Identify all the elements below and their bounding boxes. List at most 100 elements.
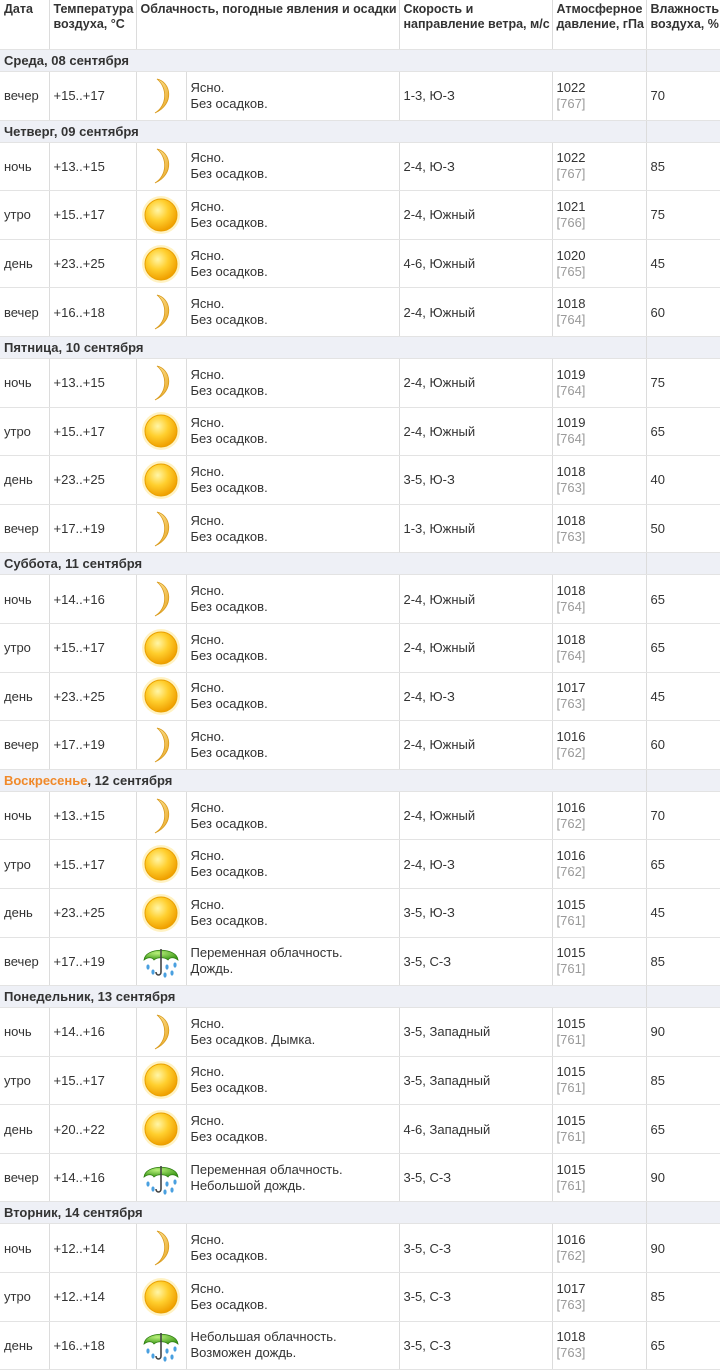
pressure-hpa: 1016 xyxy=(556,848,586,864)
pressure-mmhg: [763] xyxy=(556,1296,586,1312)
pressure-hpa: 1022 xyxy=(556,79,586,95)
time-of-day: день xyxy=(0,888,50,938)
wind: 2-4, Ю-З xyxy=(399,839,553,889)
forecast-row: утро +15..+17 Ясно. Без осадков. 2-4, Южный 1… xyxy=(0,623,720,673)
conditions: Ясно. Без осадков. xyxy=(186,142,400,192)
temperature: +14..+16 xyxy=(49,1153,137,1203)
time-of-day: день xyxy=(0,455,50,505)
conditions: Ясно. Без осадков. xyxy=(186,574,400,624)
time-of-day: ночь xyxy=(0,142,50,192)
time-of-day: вечер xyxy=(0,287,50,337)
day-date: , 14 сентября xyxy=(57,1205,143,1221)
weather-icon-shape xyxy=(155,366,169,400)
time-of-day: ночь xyxy=(0,1223,50,1274)
weather-icon-shape xyxy=(144,949,178,978)
pressure-mmhg: [762] xyxy=(556,1248,586,1264)
weather-icon xyxy=(141,146,181,186)
weather-icon xyxy=(141,509,181,549)
pressure-mmhg: [761] xyxy=(556,1129,586,1145)
time-of-day: ночь xyxy=(0,574,50,624)
weather-icon-cell xyxy=(136,239,187,289)
sky: Ясно. xyxy=(190,366,225,382)
pressure-mmhg: [764] xyxy=(556,647,586,663)
sky: Ясно. xyxy=(190,150,225,166)
weather-icon xyxy=(141,796,181,836)
day-cell: Суббота, 11 сентября xyxy=(0,552,647,576)
weather-icon-cell xyxy=(136,407,187,457)
temperature: +15..+17 xyxy=(49,407,137,457)
conditions: Ясно. Без осадков. xyxy=(186,720,400,770)
weather-icon-cell xyxy=(136,190,187,240)
forecast-row: ночь +14..+16 Ясно. Без осадков. Дымка. 3-5,… xyxy=(0,1007,720,1057)
time-of-day: ночь xyxy=(0,1007,50,1057)
weather-icon-shape xyxy=(155,799,169,833)
weather-icon xyxy=(141,628,181,668)
precipitation: Без осадков. xyxy=(190,696,268,712)
temperature: +14..+16 xyxy=(49,574,137,624)
forecast-row: утро +15..+17 Ясно. Без осадков. 2-4, Южный 1… xyxy=(0,190,720,240)
wind: 2-4, Ю-З xyxy=(399,672,553,722)
weather-icon-shape xyxy=(155,149,169,183)
pressure-hpa: 1021 xyxy=(556,198,586,214)
pressure-mmhg: [761] xyxy=(556,912,586,928)
pressure-mmhg: [761] xyxy=(556,1031,586,1047)
sky: Ясно. xyxy=(190,1015,225,1031)
conditions: Ясно. Без осадков. xyxy=(186,1272,400,1322)
wind: 3-5, Ю-З xyxy=(399,455,553,505)
temperature: +17..+19 xyxy=(49,504,137,554)
day-date: , 09 сентября xyxy=(53,123,139,139)
time-of-day: вечер xyxy=(0,720,50,770)
header-pressure: Атмосферное давление, гПа xyxy=(552,0,647,50)
weather-icon-shape xyxy=(142,629,180,667)
temperature: +17..+19 xyxy=(49,720,137,770)
pressure: 1016 [762] xyxy=(552,720,647,770)
pressure-mmhg: [767] xyxy=(556,95,586,111)
wind: 2-4, Южный xyxy=(399,407,553,457)
weekday: Среда xyxy=(4,53,45,68)
pressure: 1019 [764] xyxy=(552,407,647,457)
humidity: 85 xyxy=(646,1272,720,1322)
pressure-hpa: 1018 xyxy=(556,583,586,599)
time-of-day: вечер xyxy=(0,504,50,554)
forecast-row: день +23..+25 Ясно. Без осадков. 3-5, Ю-З 101… xyxy=(0,888,720,938)
pressure: 1018 [763] xyxy=(552,504,647,554)
pressure-mmhg: [766] xyxy=(556,214,586,230)
day-row: Среда, 08 сентября xyxy=(0,49,720,72)
wind: 3-5, С-З xyxy=(399,1153,553,1203)
sky: Ясно. xyxy=(190,728,225,744)
humidity: 90 xyxy=(646,1153,720,1203)
sky: Ясно. xyxy=(190,1064,225,1080)
forecast-row: ночь +13..+15 Ясно. Без осадков. 2-4, Южный 1… xyxy=(0,791,720,841)
precipitation: Без осадков. xyxy=(190,528,268,544)
day-cell-empty xyxy=(646,49,720,72)
temperature: +17..+19 xyxy=(49,937,137,987)
time-of-day: день xyxy=(0,239,50,289)
conditions: Ясно. Без осадков. xyxy=(186,71,400,121)
pressure-hpa: 1018 xyxy=(556,512,586,528)
pressure-hpa: 1015 xyxy=(556,1161,586,1177)
weekday: Вторник xyxy=(4,1205,58,1221)
header-row: Дата Температура воздуха, °C Облачность,… xyxy=(0,0,720,50)
conditions: Переменная облачность. Дождь. xyxy=(186,937,400,987)
precipitation: Без осадков. Дымка. xyxy=(190,1031,316,1047)
time-of-day: утро xyxy=(0,839,50,889)
precipitation: Без осадков. xyxy=(190,744,268,760)
time-of-day: день xyxy=(0,1104,50,1154)
temperature: +16..+18 xyxy=(49,1321,137,1370)
pressure-hpa: 1015 xyxy=(556,1113,586,1129)
time-of-day: утро xyxy=(0,1056,50,1106)
pressure-hpa: 1018 xyxy=(556,1329,586,1345)
day-date: , 08 сентября xyxy=(44,53,129,68)
pressure-hpa: 1020 xyxy=(556,247,586,263)
weather-icon-shape xyxy=(155,1015,169,1049)
sky: Ясно. xyxy=(190,512,225,528)
header-date: Дата xyxy=(0,0,50,50)
precipitation: Без осадков. xyxy=(190,1080,268,1096)
temperature: +23..+25 xyxy=(49,455,137,505)
pressure-mmhg: [763] xyxy=(556,696,586,712)
weather-icon-cell xyxy=(136,791,187,841)
pressure-mmhg: [763] xyxy=(556,528,586,544)
forecast-row: ночь +13..+15 Ясно. Без осадков. 2-4, Ю-З 102… xyxy=(0,142,720,192)
